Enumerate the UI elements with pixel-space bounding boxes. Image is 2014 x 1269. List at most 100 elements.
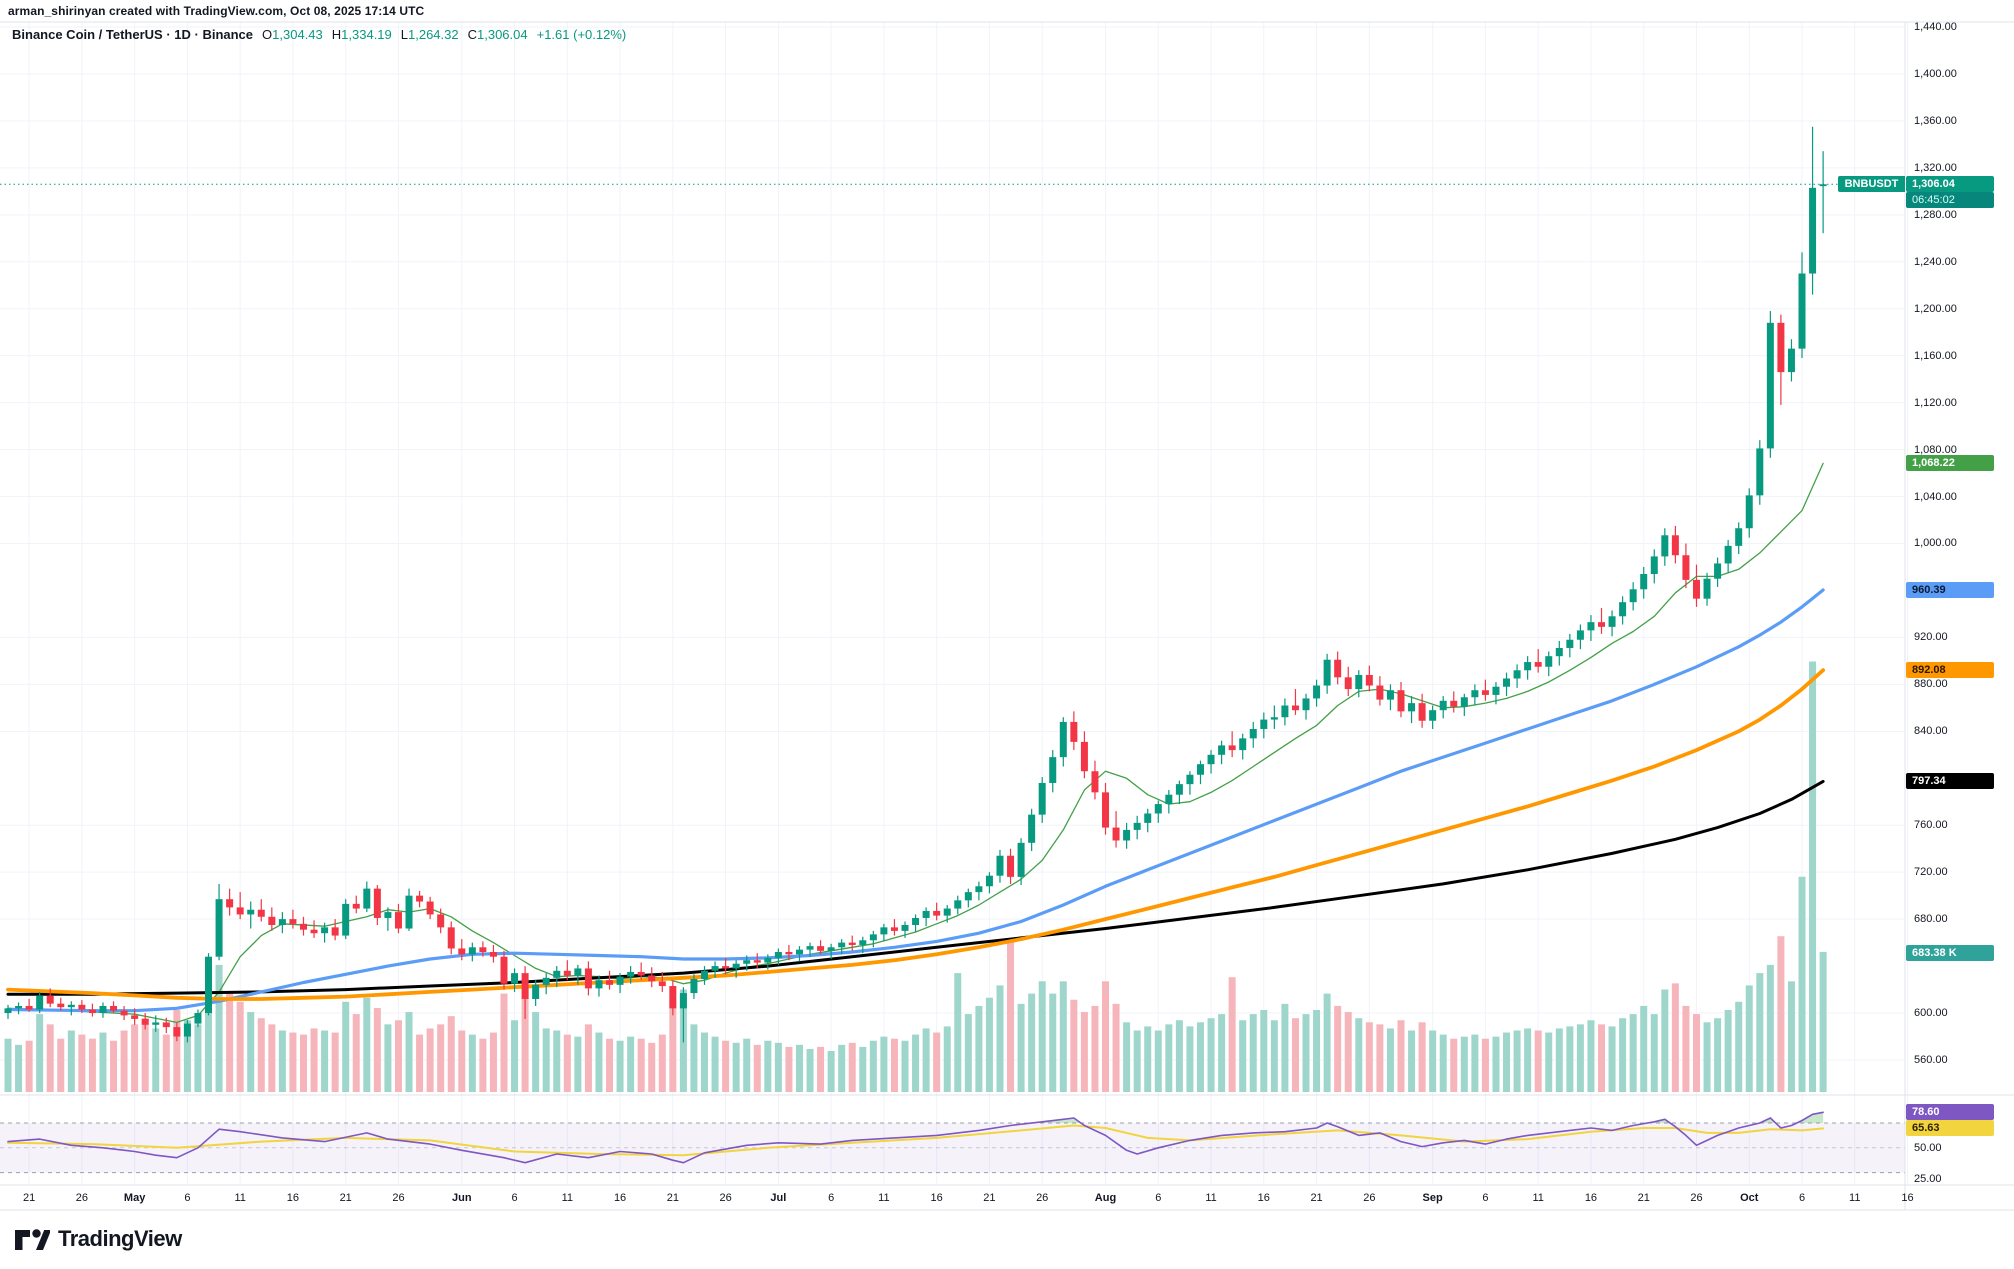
candle-body	[1745, 495, 1753, 529]
time-axis-label[interactable]: Aug	[1094, 1192, 1117, 1204]
candle-body	[954, 900, 962, 909]
time-axis-label[interactable]: 26	[75, 1192, 88, 1204]
time-axis-label[interactable]: 21	[983, 1192, 996, 1204]
time-axis-label[interactable]: 6	[1482, 1192, 1489, 1204]
time-axis-label[interactable]: 21	[1637, 1192, 1650, 1204]
volume-bar	[1028, 993, 1036, 1092]
time-axis-label[interactable]: 26	[392, 1192, 405, 1204]
price-axis-label[interactable]: 1,440.00	[1914, 21, 1957, 33]
volume-bar	[827, 1051, 835, 1092]
volume-bar	[838, 1044, 846, 1092]
price-axis-label[interactable]: 1,240.00	[1914, 255, 1957, 268]
time-axis-label[interactable]: Jun	[451, 1192, 472, 1204]
volume-bar	[215, 964, 223, 1092]
price-axis-label[interactable]: 680.00	[1914, 913, 1948, 926]
time-axis-label[interactable]: 11	[561, 1192, 574, 1204]
time-axis-label[interactable]: 26	[1363, 1192, 1376, 1204]
symbol-title[interactable]: Binance Coin / TetherUS · 1D · Binance	[12, 27, 254, 42]
price-axis-label[interactable]: 1,320.00	[1914, 161, 1957, 174]
time-axis-label[interactable]: 11	[234, 1192, 246, 1204]
rsi-axis-label[interactable]: 25.00	[1914, 1172, 1942, 1185]
price-axis-label[interactable]: 840.00	[1914, 725, 1948, 738]
price-axis-label[interactable]: 1,160.00	[1914, 349, 1957, 362]
chart-legend[interactable]: Binance Coin / TetherUS · 1D · Binance O…	[12, 27, 626, 42]
volume-bar	[1661, 989, 1669, 1092]
time-axis-label[interactable]: May	[123, 1192, 146, 1204]
tradingview-logo[interactable]: TradingView	[14, 1222, 182, 1256]
price-axis-label[interactable]: 920.00	[1914, 631, 1948, 644]
volume-bar	[1059, 981, 1067, 1092]
price-axis-label[interactable]: 1,360.00	[1914, 114, 1957, 127]
price-axis-label[interactable]: 1,000.00	[1914, 537, 1957, 550]
price-axis-label[interactable]: 1,200.00	[1914, 302, 1957, 315]
volume-bar	[848, 1042, 856, 1092]
time-axis-label[interactable]: 26	[1036, 1192, 1049, 1204]
candle-body	[299, 923, 307, 930]
volume-bar	[912, 1034, 920, 1092]
time-axis-label[interactable]: 21	[1310, 1192, 1323, 1204]
price-axis-label[interactable]: 1,120.00	[1914, 396, 1957, 409]
time-axis-label[interactable]: 16	[286, 1192, 300, 1204]
time-axis-label[interactable]: 16	[1584, 1192, 1598, 1204]
volume-bar	[99, 1032, 107, 1092]
volume-bar	[1608, 1026, 1616, 1092]
volume-bar	[1777, 936, 1785, 1092]
volume-bar	[1555, 1028, 1563, 1092]
price-axis-label[interactable]: 720.00	[1914, 866, 1948, 879]
price-axis-label[interactable]: 600.00	[1914, 1007, 1948, 1020]
candle-wick	[387, 907, 389, 931]
time-axis-label[interactable]: 11	[1532, 1192, 1544, 1204]
candle-body	[99, 1005, 107, 1014]
price-axis-label[interactable]: 560.00	[1914, 1053, 1948, 1066]
ma-fast-label: 1,068.22	[1906, 455, 1994, 472]
time-axis-label[interactable]: Sep	[1422, 1192, 1443, 1204]
price-axis-label[interactable]: 1,080.00	[1914, 443, 1957, 456]
time-axis-label[interactable]: 6	[511, 1192, 518, 1204]
time-axis-label[interactable]: 11	[1849, 1192, 1861, 1204]
price-axis-label[interactable]: 1,400.00	[1914, 67, 1957, 80]
time-axis-label[interactable]: 6	[1155, 1192, 1162, 1204]
time-axis-label[interactable]: 21	[22, 1192, 36, 1204]
candle-body	[595, 980, 603, 989]
rsi-axis-label[interactable]: 50.00	[1914, 1141, 1942, 1154]
time-axis-label[interactable]: 16	[930, 1192, 943, 1204]
price-axis-label[interactable]: 1,280.00	[1914, 208, 1957, 221]
ohlc-o-value: O1,304.43	[262, 27, 323, 42]
time-axis-label[interactable]: 21	[339, 1192, 352, 1204]
candle-body	[859, 940, 867, 945]
candle-body	[1735, 528, 1743, 546]
time-axis-label[interactable]: 16	[1257, 1192, 1270, 1204]
time-axis-label[interactable]: 26	[719, 1192, 732, 1204]
volume-bar	[1745, 985, 1753, 1092]
time-axis-label[interactable]: Oct	[1740, 1192, 1759, 1204]
time-axis-label[interactable]: 6	[828, 1192, 835, 1204]
volume-bar	[57, 1038, 65, 1092]
candle-body	[1566, 639, 1574, 648]
time-axis-label[interactable]: 6	[184, 1192, 191, 1204]
time-axis-label[interactable]: 16	[1901, 1192, 1914, 1204]
candle-wick	[566, 960, 568, 981]
candle-body	[1819, 184, 1827, 187]
price-axis-label[interactable]: 880.00	[1914, 678, 1948, 691]
time-axis-label[interactable]: 11	[1205, 1192, 1217, 1204]
candle-body	[1777, 322, 1785, 373]
candle-body	[1756, 448, 1764, 496]
volume-bar	[933, 1032, 941, 1092]
candle-body	[1397, 690, 1405, 712]
price-axis-label[interactable]: 760.00	[1914, 819, 1948, 832]
time-axis-label[interactable]: 11	[878, 1192, 890, 1204]
candle-body	[1260, 719, 1268, 729]
candle-body	[753, 960, 761, 963]
time-axis-label[interactable]: Jul	[770, 1192, 787, 1204]
volume-bar	[1260, 1010, 1268, 1092]
time-axis-label[interactable]: 16	[613, 1192, 627, 1204]
candle-body	[331, 927, 339, 936]
volume-bar	[1249, 1014, 1257, 1092]
time-axis-label[interactable]: 26	[1690, 1192, 1703, 1204]
candle-body	[1123, 829, 1131, 841]
price-axis-label[interactable]: 1,040.00	[1914, 490, 1957, 503]
candle-body	[912, 917, 920, 926]
time-axis-label[interactable]: 6	[1798, 1192, 1806, 1204]
time-axis-label[interactable]: 21	[666, 1192, 679, 1204]
